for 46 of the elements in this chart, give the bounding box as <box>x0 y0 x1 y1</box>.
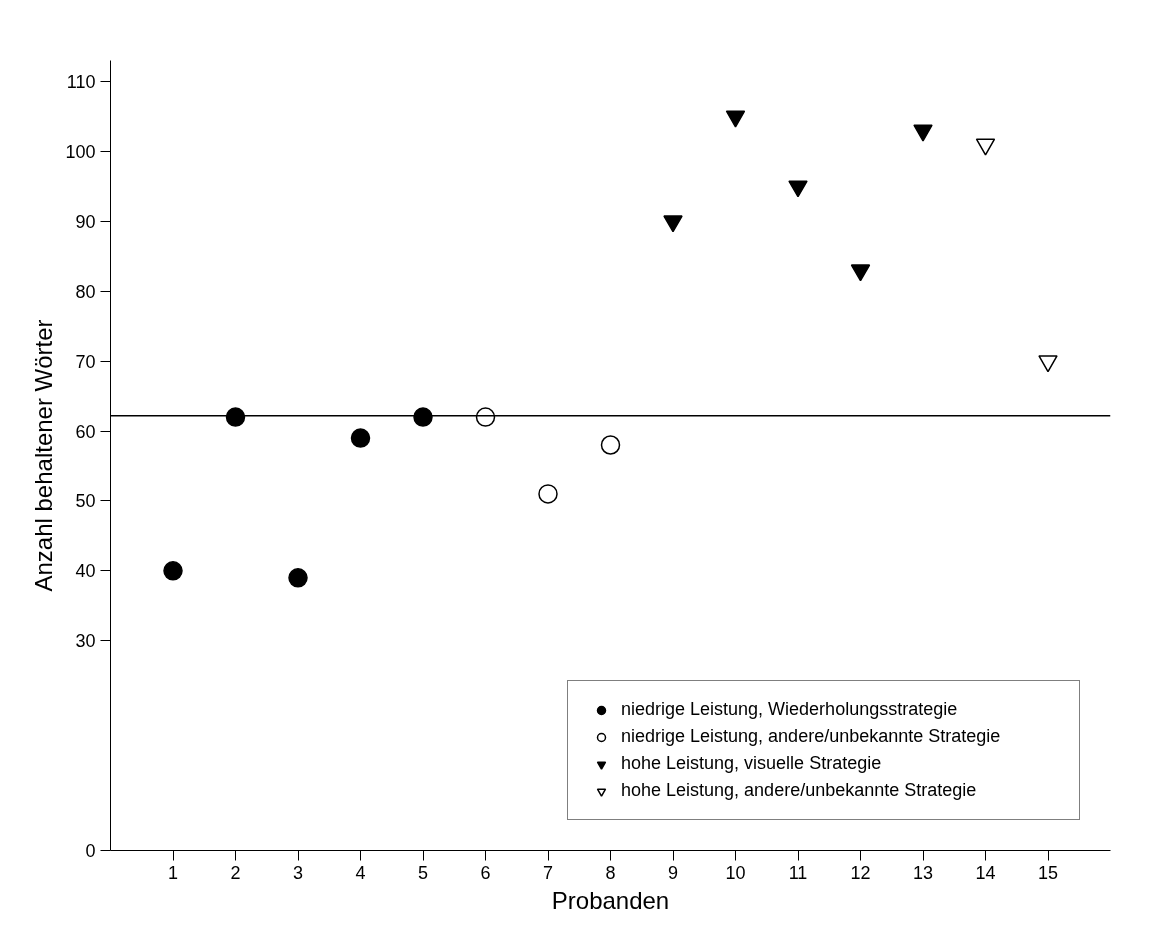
y-tick-label: 110 <box>66 71 96 92</box>
y-tick-label: 0 <box>85 841 96 861</box>
x-tick-label: 9 <box>667 862 679 883</box>
y-tick-label: 70 <box>75 351 96 372</box>
point <box>600 435 621 455</box>
point <box>725 110 746 128</box>
x-axis-title: Probanden <box>551 886 670 914</box>
point <box>350 428 371 448</box>
x-tick-label: 6 <box>480 862 491 883</box>
x-tick-label: 10 <box>725 862 746 883</box>
legend-label: niedrige Leistung, andere/unbekannte Strategie <box>621 726 1002 747</box>
x-tick-label: 1 <box>167 862 179 883</box>
x-tick-label: 12 <box>850 862 871 883</box>
x-tick-label: 14 <box>975 862 996 883</box>
y-tick-label: 90 <box>75 211 96 232</box>
point <box>475 407 496 427</box>
y-tick-label: 50 <box>75 491 96 512</box>
point <box>913 124 933 142</box>
x-tick-label: 15 <box>1037 862 1059 883</box>
point <box>538 484 558 504</box>
point <box>788 180 808 198</box>
point <box>225 407 246 427</box>
x-tick-label: 8 <box>605 862 616 883</box>
point <box>1038 355 1058 373</box>
x-tick-label: 11 <box>788 862 808 883</box>
legend-label: hohe Leistung, visuelle Strategie <box>621 753 883 774</box>
y-tick-label: 40 <box>75 561 96 582</box>
y-axis-title: Anzahl behaltener Wörter <box>30 319 58 592</box>
y-tick-label: 30 <box>75 631 96 652</box>
x-tick-label: 5 <box>417 862 429 883</box>
x-tick-label: 2 <box>230 862 241 883</box>
point <box>163 561 183 581</box>
y-tick-label: 100 <box>65 141 96 162</box>
point <box>413 407 433 427</box>
y-tick-label: 60 <box>75 421 96 442</box>
legend-label: hohe Leistung, andere/unbekannte Strategie <box>621 780 978 801</box>
point <box>850 264 871 282</box>
x-tick-label: 7 <box>542 862 554 883</box>
point <box>288 568 308 588</box>
x-tick-label: 3 <box>292 862 304 883</box>
point <box>663 215 683 233</box>
point <box>975 138 996 156</box>
x-tick-label: 4 <box>355 862 366 883</box>
x-tick-label: 13 <box>912 862 934 883</box>
legend-label: niedrige Leistung, Wiederholungsstrategie <box>621 699 959 720</box>
y-tick-label: 80 <box>75 281 96 302</box>
